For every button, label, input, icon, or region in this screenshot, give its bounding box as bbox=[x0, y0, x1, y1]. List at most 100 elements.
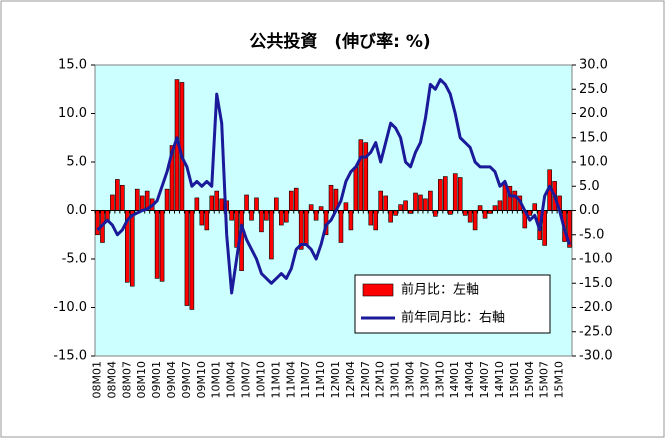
bar bbox=[154, 210, 160, 279]
x-tick-label: 09M07 bbox=[180, 361, 193, 399]
bar bbox=[447, 210, 453, 215]
bar bbox=[398, 204, 403, 211]
bar bbox=[254, 197, 259, 211]
bar bbox=[164, 188, 170, 211]
x-tick-label: 14M04 bbox=[463, 361, 476, 399]
bar bbox=[438, 179, 443, 211]
bar bbox=[189, 210, 195, 310]
bar bbox=[279, 210, 284, 226]
y2-tick-label: 30.0 bbox=[579, 58, 608, 73]
y2-tick-label: 5.0 bbox=[579, 179, 600, 194]
x-tick-label: 13M01 bbox=[389, 361, 402, 399]
bar bbox=[383, 195, 388, 211]
y2-tick-label: -10.0 bbox=[579, 252, 613, 267]
x-tick-label: 11M10 bbox=[314, 361, 327, 399]
x-tick-label: 13M07 bbox=[418, 361, 431, 399]
x-tick-label: 12M01 bbox=[329, 361, 342, 399]
y-tick-label: -10.0 bbox=[53, 300, 87, 315]
x-tick-label: 09M04 bbox=[165, 361, 178, 399]
x-tick-label: 11M01 bbox=[269, 361, 282, 399]
y2-tick-label: -25.0 bbox=[579, 324, 613, 339]
x-tick-label: 09M01 bbox=[150, 361, 163, 399]
bar bbox=[393, 210, 398, 216]
bar bbox=[219, 198, 224, 211]
bar bbox=[512, 190, 518, 211]
x-tick-label: 12M10 bbox=[374, 361, 387, 399]
y-tick-label: 15.0 bbox=[58, 58, 87, 73]
y2-tick-label: 20.0 bbox=[579, 106, 608, 121]
y2-tick-label: 0.0 bbox=[579, 203, 600, 218]
bar bbox=[358, 139, 364, 211]
legend-label: 前月比：左軸 bbox=[401, 282, 479, 298]
y-tick-label: -15.0 bbox=[53, 349, 87, 364]
bar bbox=[229, 210, 234, 221]
bar bbox=[115, 179, 120, 211]
x-tick-label: 12M07 bbox=[359, 361, 372, 399]
bar bbox=[204, 210, 210, 231]
bar bbox=[338, 210, 344, 243]
bar bbox=[492, 205, 498, 211]
bar bbox=[343, 202, 349, 211]
bar bbox=[418, 194, 423, 211]
x-tick-label: 13M10 bbox=[433, 361, 446, 399]
y-tick-label: -5.0 bbox=[62, 252, 87, 267]
bar bbox=[353, 166, 359, 211]
y2-tick-label: -5.0 bbox=[579, 227, 604, 242]
bar bbox=[159, 210, 165, 282]
bar bbox=[264, 210, 269, 221]
legend-label: 前年同月比：右軸 bbox=[401, 310, 505, 326]
bar bbox=[532, 203, 538, 211]
bar bbox=[134, 188, 140, 211]
bar bbox=[457, 177, 463, 211]
bar bbox=[259, 210, 264, 233]
y2-tick-label: -30.0 bbox=[579, 349, 613, 364]
bar bbox=[467, 210, 473, 223]
bar bbox=[313, 210, 319, 221]
y2-tick-label: -15.0 bbox=[579, 276, 613, 291]
bar bbox=[308, 204, 314, 211]
bar bbox=[139, 195, 145, 211]
legend-swatch bbox=[362, 283, 394, 297]
y-tick-label: 10.0 bbox=[58, 106, 87, 121]
x-tick-label: 15M01 bbox=[508, 361, 521, 399]
y-tick-label: 5.0 bbox=[66, 155, 87, 170]
x-tick-label: 13M04 bbox=[404, 361, 417, 399]
bar bbox=[378, 190, 383, 211]
bar bbox=[318, 206, 324, 211]
bar bbox=[477, 205, 483, 211]
bar bbox=[433, 210, 438, 217]
x-tick-label: 10M07 bbox=[240, 361, 253, 399]
x-tick-label: 11M04 bbox=[284, 361, 297, 399]
bar bbox=[214, 190, 220, 211]
bar bbox=[328, 184, 334, 211]
y2-tick-label: 15.0 bbox=[579, 130, 608, 145]
y2-tick-label: 10.0 bbox=[579, 155, 608, 170]
x-tick-label: 15M10 bbox=[553, 361, 566, 399]
x-tick-label: 14M01 bbox=[448, 361, 461, 399]
bar bbox=[284, 210, 289, 223]
x-tick-label: 12M04 bbox=[344, 361, 357, 399]
bar bbox=[428, 190, 433, 211]
x-tick-label: 08M07 bbox=[120, 361, 133, 399]
bar bbox=[110, 194, 115, 211]
y2-tick-label: -20.0 bbox=[579, 300, 613, 315]
y-tick-label: 0.0 bbox=[66, 203, 87, 218]
x-tick-label: 10M04 bbox=[225, 361, 238, 399]
x-tick-label: 10M01 bbox=[210, 361, 223, 399]
bar bbox=[403, 200, 408, 211]
bar bbox=[194, 197, 200, 211]
bar bbox=[129, 210, 135, 287]
bar bbox=[443, 176, 448, 211]
bar bbox=[95, 210, 100, 236]
bar bbox=[363, 142, 369, 211]
bar bbox=[368, 210, 374, 226]
bar bbox=[482, 210, 488, 219]
bar bbox=[303, 210, 309, 245]
x-tick-label: 14M07 bbox=[478, 361, 491, 399]
bar bbox=[348, 210, 354, 231]
bar bbox=[184, 210, 190, 306]
x-tick-label: 14M10 bbox=[493, 361, 506, 399]
bar bbox=[199, 210, 205, 226]
bar bbox=[388, 210, 393, 223]
